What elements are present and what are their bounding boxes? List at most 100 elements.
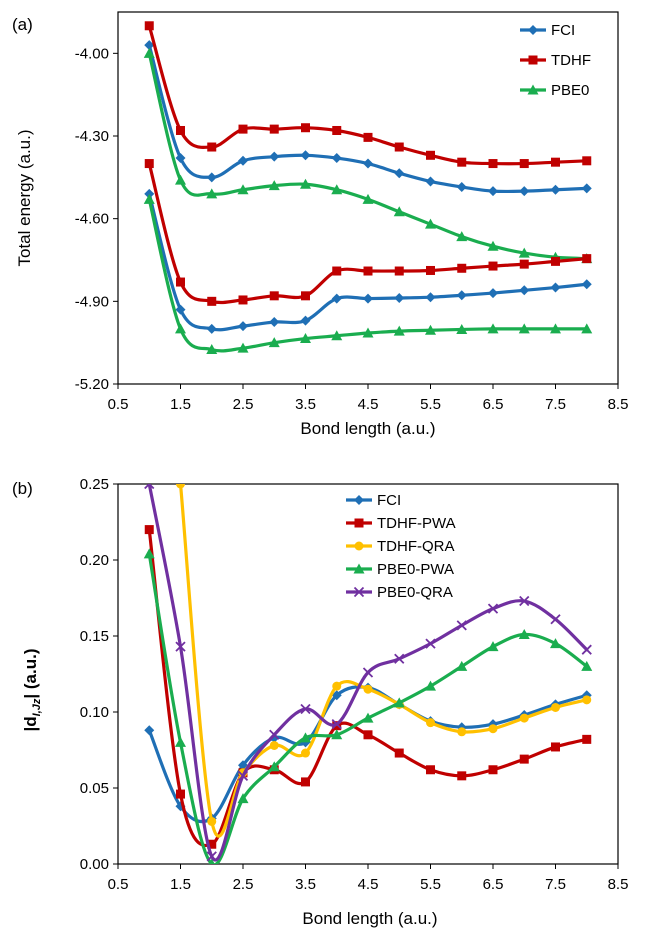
- panel-a-legend-label: FCI: [551, 22, 575, 39]
- panel-b-legend-item: FCI: [346, 492, 401, 509]
- panel-b-point-pbe0-pwa: [518, 628, 530, 639]
- panel-a-point-fci: [175, 153, 186, 164]
- panel-a-point-tdhf: [207, 142, 217, 152]
- panel-a-point-fci: [363, 158, 373, 169]
- panel-b-point-pbe0-qra: [550, 614, 561, 625]
- panel-a-point-fci: [425, 176, 436, 187]
- panel-b-y-tick-label: 0.25: [80, 476, 109, 493]
- panel-b-legend-item: PBE0-QRA: [346, 584, 453, 601]
- panel-b-point-tdhf-pwa: [551, 742, 560, 752]
- panel-b-point-pbe0-pwa: [208, 858, 215, 864]
- panel-a-point-fci: [300, 150, 311, 161]
- panel-a: (a) -4.00 -4.30 -4.60 -4.90 -5.20 0.5 1.5 2.5 3…: [12, 11, 629, 438]
- panel-a-point-fci: [456, 181, 467, 192]
- panel-b-y-tick-label: 0.05: [80, 780, 109, 797]
- panel-b-x-tick-label: 5.5: [420, 876, 441, 893]
- panel-a-point-pbe0: [237, 184, 249, 195]
- panel-a-y-axis-title: Total energy (a.u.): [15, 129, 34, 266]
- panel-a-point-pbe0: [331, 330, 343, 341]
- panel-a-point-fci: [300, 315, 311, 326]
- panel-a-point-tdhf: [144, 159, 154, 169]
- panel-a-point-tdhf: [551, 256, 560, 266]
- panel-b-x-tick-label: 8.5: [608, 876, 629, 893]
- panel-a-legend-item: TDHF: [520, 52, 591, 69]
- panel-a-point-fci: [488, 186, 498, 197]
- panel-b-point-pbe0-pwa: [143, 548, 155, 559]
- panel-a-x-tick-label: 6.5: [483, 396, 504, 413]
- panel-a-point-pbe0: [143, 47, 155, 58]
- panel-a-point-fci: [456, 290, 467, 301]
- panel-a-series-fci-0: [144, 40, 592, 197]
- panel-b-series-tdhf-qra-2: [176, 484, 592, 838]
- panel-a-x-tick-label: 3.5: [295, 396, 316, 413]
- panel-a-point-tdhf: [144, 21, 154, 31]
- panel-b-point-tdhf-pwa: [176, 789, 185, 799]
- panel-b-point-pbe0-qra: [362, 667, 374, 678]
- panel-a-point-tdhf: [269, 291, 279, 301]
- panel-a-point-fci: [269, 151, 280, 162]
- panel-a-line-tdhf: [147, 161, 589, 305]
- panel-a-point-fci: [331, 293, 342, 304]
- panel-a-point-tdhf: [207, 296, 217, 306]
- panel-b-point-fci: [331, 690, 342, 701]
- panel-a-x-tick-label: 8.5: [608, 396, 629, 413]
- panel-a-legend-marker: [527, 84, 539, 95]
- panel-b-legend-item: TDHF-PWA: [346, 515, 456, 532]
- panel-a-legend-label: PBE0: [551, 82, 589, 99]
- panel-a-point-fci: [238, 321, 248, 332]
- panel-a-point-tdhf: [363, 132, 373, 142]
- panel-a-point-fci: [550, 184, 561, 195]
- panel-a-legend-item: FCI: [520, 22, 575, 39]
- panel-a-x-tick-label: 7.5: [545, 396, 566, 413]
- panel-b-legend-marker: [354, 518, 364, 528]
- panel-b-y-axis-title-main: |d: [21, 716, 40, 731]
- panel-a-point-fci: [238, 155, 248, 166]
- panel-a-series-pbe0-2: [143, 47, 593, 264]
- panel-b-legend-marker: [353, 586, 365, 598]
- panel-a-x-tick-label: 0.5: [108, 396, 129, 413]
- panel-a-point-fci: [363, 293, 373, 304]
- panel-b-label: (b): [12, 479, 33, 498]
- panel-b-point-tdhf-pwa: [363, 730, 373, 740]
- panel-a-point-tdhf: [519, 159, 529, 169]
- panel-b-point-tdhf-qra: [582, 695, 592, 705]
- panel-b-x-tick-label: 6.5: [483, 876, 504, 893]
- panel-a-point-tdhf: [301, 123, 310, 133]
- panel-b-point-tdhf-qra: [457, 727, 467, 737]
- panel-a-legend-marker: [528, 25, 538, 35]
- panel-b-point-tdhf-qra: [426, 718, 435, 728]
- panel-a-y-tick-label: -4.90: [75, 293, 109, 310]
- panel-b-point-pbe0-qra: [425, 638, 436, 649]
- panel-b-legend-marker: [354, 495, 364, 505]
- panel-a-y-tick-label: -4.60: [75, 211, 109, 228]
- panel-a-point-fci: [206, 323, 217, 334]
- panel-a-point-tdhf: [519, 259, 529, 269]
- panel-a-point-pbe0: [237, 342, 249, 353]
- panel-b-point-pbe0-pwa: [487, 641, 499, 652]
- panel-a-point-tdhf: [301, 291, 310, 301]
- panel-b-point-pbe0-pwa: [300, 732, 311, 743]
- panel-a-series-tdhf-1: [144, 21, 592, 169]
- panel-b-line-pbe0-pwa: [147, 552, 589, 864]
- panel-a-series-pbe0-5: [143, 193, 593, 355]
- panel-a-point-pbe0: [456, 323, 468, 334]
- panel-b-point-tdhf-qra: [301, 748, 310, 758]
- panel-a-point-tdhf: [238, 295, 248, 305]
- panel-b-point-pbe0-qra: [394, 653, 405, 664]
- panel-b-point-pbe0-pwa: [362, 712, 374, 723]
- panel-b-point-tdhf-pwa: [582, 734, 592, 744]
- panel-a-point-tdhf: [394, 142, 404, 152]
- panel-a-point-fci: [394, 168, 405, 179]
- panel-a-point-pbe0: [393, 206, 405, 217]
- panel-a-point-tdhf: [457, 157, 467, 167]
- panel-b-point-pbe0-qra: [206, 851, 217, 862]
- panel-b-x-tick-label: 0.5: [108, 876, 129, 893]
- panel-b-point-pbe0-pwa: [581, 660, 593, 671]
- panel-a-legend-marker: [528, 55, 538, 65]
- panel-b-point-tdhf-pwa: [207, 839, 217, 849]
- panel-a-point-tdhf: [176, 125, 185, 135]
- panel-b-point-pbe0-qra: [175, 641, 186, 652]
- panel-a-y-tick-label: -5.20: [75, 376, 109, 393]
- panel-a-point-fci: [488, 288, 498, 299]
